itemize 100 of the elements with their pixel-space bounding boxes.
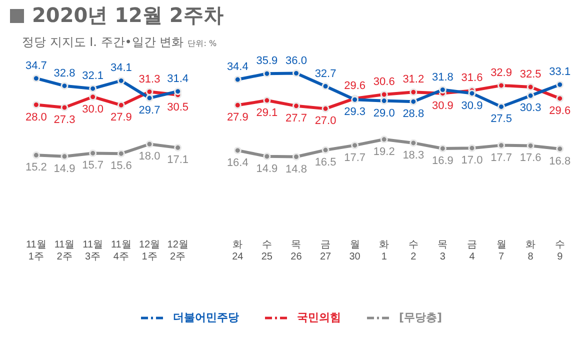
point bbox=[32, 74, 40, 82]
data-label: 27.9 bbox=[226, 112, 248, 124]
data-label: 32.5 bbox=[520, 68, 542, 81]
text: 단위: % bbox=[188, 39, 217, 48]
data-label: 32.7 bbox=[314, 68, 336, 80]
x-tick-label: 금 27 bbox=[320, 239, 332, 262]
point bbox=[263, 152, 271, 160]
point bbox=[498, 142, 506, 150]
x-tick-label: 화 1 bbox=[379, 239, 390, 262]
data-label: 30.9 bbox=[432, 100, 454, 112]
point bbox=[410, 88, 418, 96]
point bbox=[438, 86, 446, 94]
data-label: 30.6 bbox=[373, 76, 395, 88]
x-tick-label: 수 25 bbox=[261, 239, 273, 262]
x-tick-label: 월 30 bbox=[349, 239, 361, 262]
data-label: 32.8 bbox=[54, 67, 76, 80]
data-label: 29.3 bbox=[344, 106, 366, 118]
data-label: 30.9 bbox=[461, 100, 483, 112]
x-tick-label: 목 26 bbox=[290, 239, 302, 262]
data-label: 29.6 bbox=[549, 104, 571, 117]
point bbox=[322, 146, 330, 154]
point bbox=[174, 88, 182, 96]
point bbox=[410, 98, 418, 106]
point bbox=[146, 88, 154, 96]
x-tick-label: 화 24 bbox=[232, 239, 244, 262]
x-tick-label: 금 4 bbox=[466, 239, 477, 262]
point bbox=[526, 92, 534, 100]
x-tick-label: 목 3 bbox=[438, 239, 448, 262]
data-label: 17.0 bbox=[461, 154, 483, 167]
point bbox=[117, 150, 125, 158]
legend-label: 국민의힘 bbox=[296, 310, 341, 325]
data-label: 16.4 bbox=[226, 156, 248, 169]
x-tick-label: 11월 4주 bbox=[110, 239, 132, 262]
legend-label: 더불어민주당 bbox=[172, 310, 239, 325]
data-label: 15.7 bbox=[82, 160, 104, 172]
data-label: 16.9 bbox=[432, 155, 454, 167]
data-label: 30.5 bbox=[167, 101, 189, 114]
data-label: 29.7 bbox=[138, 104, 160, 117]
data-label: 17.7 bbox=[490, 152, 512, 164]
data-label: 34.4 bbox=[226, 61, 248, 74]
data-label: 36.0 bbox=[286, 54, 307, 67]
point bbox=[556, 145, 564, 153]
point bbox=[263, 96, 271, 104]
data-label: 15.6 bbox=[110, 160, 132, 172]
point bbox=[438, 144, 446, 152]
data-label: 27.5 bbox=[490, 113, 512, 126]
data-label: 31.3 bbox=[138, 73, 160, 86]
point bbox=[32, 151, 40, 159]
data-label: 34.1 bbox=[110, 62, 132, 74]
point bbox=[380, 90, 388, 98]
x-tick-label: 11월 3주 bbox=[82, 239, 104, 262]
point bbox=[556, 80, 564, 88]
chart-title: 2020년 12월 2주차 bbox=[32, 2, 224, 29]
point bbox=[498, 82, 506, 90]
data-label: 16.8 bbox=[549, 155, 571, 168]
data-label: 29.6 bbox=[344, 80, 366, 92]
point bbox=[292, 69, 300, 77]
data-label: 30.0 bbox=[82, 103, 104, 116]
x-tick-label: 11월 2주 bbox=[54, 239, 75, 262]
data-label: 27.7 bbox=[286, 112, 307, 124]
point bbox=[60, 104, 68, 112]
data-label: 28.8 bbox=[402, 108, 424, 120]
data-label: 31.6 bbox=[461, 72, 483, 84]
x-tick-label: 12월 2주 bbox=[167, 239, 188, 262]
point bbox=[117, 101, 125, 109]
point bbox=[146, 94, 154, 102]
point bbox=[526, 83, 534, 91]
point bbox=[234, 76, 242, 84]
data-label: 31.4 bbox=[167, 72, 189, 85]
point bbox=[526, 142, 534, 150]
point bbox=[468, 144, 476, 152]
point bbox=[292, 152, 300, 160]
data-label: 34.7 bbox=[25, 60, 47, 72]
x-tick-label: 월 7 bbox=[496, 239, 506, 262]
point bbox=[32, 100, 40, 108]
data-label: 32.1 bbox=[82, 70, 104, 82]
data-label: 29.1 bbox=[256, 106, 278, 119]
data-label: 17.6 bbox=[520, 152, 542, 164]
data-label: 17.1 bbox=[167, 154, 189, 166]
data-label: 18.3 bbox=[402, 149, 424, 162]
data-label: 28.0 bbox=[25, 111, 47, 124]
point bbox=[351, 142, 359, 150]
data-label: 32.9 bbox=[490, 66, 512, 79]
point bbox=[498, 102, 506, 110]
x-tick-label: 화 8 bbox=[526, 239, 536, 262]
point bbox=[60, 152, 68, 160]
point bbox=[146, 140, 154, 148]
legend-label: [무당층] bbox=[398, 310, 442, 325]
chart-subtitle: 정당 지지도 Ⅰ. 주간•일간 변화 bbox=[22, 35, 184, 49]
x-tick-label: 12월 1주 bbox=[138, 239, 160, 262]
x-tick-label: 수 2 bbox=[408, 239, 418, 262]
data-label: 15.2 bbox=[25, 162, 47, 174]
data-label: 27.3 bbox=[54, 114, 76, 126]
data-label: 18.0 bbox=[138, 150, 160, 163]
point bbox=[89, 84, 97, 92]
data-label: 27.0 bbox=[314, 115, 336, 128]
point bbox=[468, 90, 476, 98]
data-label: 14.9 bbox=[256, 162, 278, 175]
x-tick-label: 수 9 bbox=[554, 239, 565, 262]
data-label: 14.9 bbox=[54, 162, 76, 175]
